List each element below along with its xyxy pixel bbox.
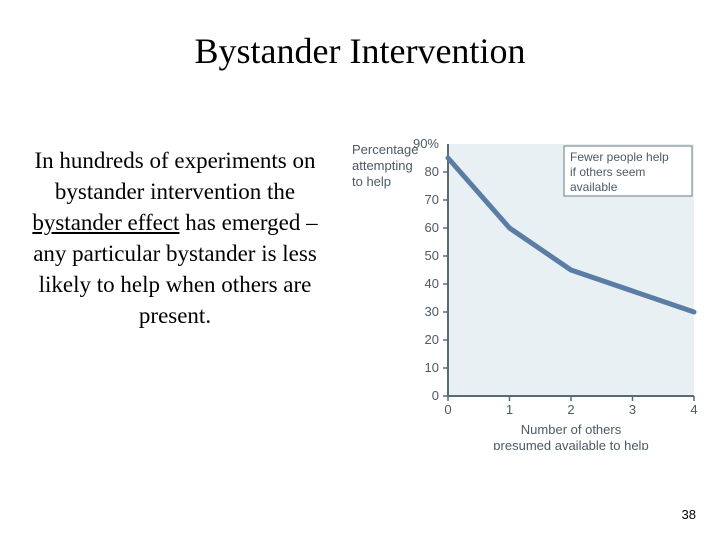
svg-text:Fewer people help: Fewer people help — [570, 150, 669, 164]
body-paragraph: In hundreds of experiments on bystander … — [20, 145, 330, 331]
page-number: 38 — [682, 507, 696, 522]
svg-text:attempting: attempting — [352, 158, 413, 173]
svg-text:50: 50 — [425, 248, 439, 263]
svg-text:0: 0 — [432, 388, 439, 403]
bystander-effect-line-chart: 0102030405060708090%01234Percentageattem… — [352, 130, 702, 450]
svg-text:presumed available to help: presumed available to help — [493, 438, 648, 450]
svg-text:3: 3 — [629, 402, 636, 417]
paragraph-pre: In hundreds of experiments on bystander … — [34, 148, 315, 204]
svg-text:1: 1 — [506, 402, 513, 417]
svg-text:Number of others: Number of others — [521, 422, 622, 437]
svg-text:2: 2 — [567, 402, 574, 417]
svg-text:to help: to help — [352, 174, 391, 189]
svg-text:20: 20 — [425, 332, 439, 347]
paragraph-key-term: bystander effect — [32, 210, 179, 235]
svg-text:10: 10 — [425, 360, 439, 375]
svg-text:4: 4 — [690, 402, 697, 417]
svg-text:available: available — [570, 180, 618, 194]
svg-text:30: 30 — [425, 304, 439, 319]
svg-text:60: 60 — [425, 220, 439, 235]
svg-text:80: 80 — [425, 164, 439, 179]
svg-text:if others seem: if others seem — [570, 165, 645, 179]
page-title: Bystander Intervention — [0, 30, 720, 72]
svg-text:70: 70 — [425, 192, 439, 207]
svg-text:0: 0 — [444, 402, 451, 417]
svg-text:Percentage: Percentage — [352, 142, 419, 157]
svg-text:40: 40 — [425, 276, 439, 291]
